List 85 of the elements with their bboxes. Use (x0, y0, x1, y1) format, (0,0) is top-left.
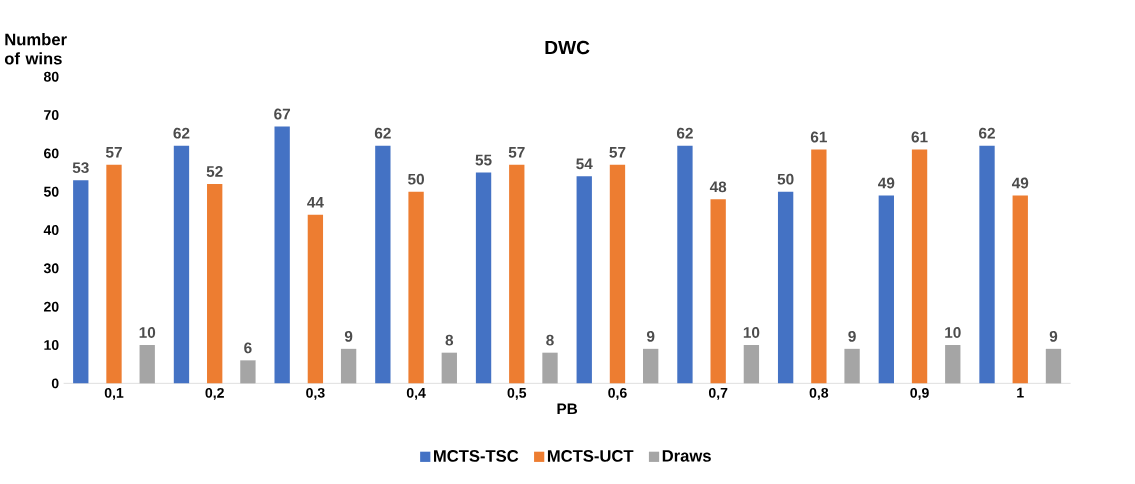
bar (139, 344, 155, 384)
data-label: 61 (911, 131, 928, 143)
bar (106, 164, 122, 384)
bar (677, 145, 693, 384)
x-tick-label: 1 (1017, 387, 1024, 398)
bar (274, 126, 290, 384)
x-tick-label: 0,4 (406, 387, 426, 400)
bar (777, 191, 794, 384)
bar (509, 164, 525, 384)
y-tick-label: 10 (44, 339, 59, 350)
data-label: 52 (206, 165, 223, 177)
y-tick-label: 50 (43, 186, 59, 197)
x-tick-label: 0,6 (608, 387, 627, 400)
bar (945, 344, 961, 384)
bar (240, 360, 256, 384)
data-label: 9 (1049, 330, 1058, 342)
bar (1012, 195, 1028, 384)
bar (542, 352, 558, 384)
bar (73, 180, 89, 384)
data-label: 9 (646, 330, 655, 342)
y-tick-label: 20 (43, 301, 59, 312)
data-label: 8 (445, 334, 454, 346)
x-tick-label: 0,5 (507, 387, 527, 400)
data-label: 10 (743, 326, 760, 338)
bar (1045, 348, 1062, 384)
bar (643, 348, 659, 384)
data-label: 54 (576, 158, 593, 170)
data-label: 67 (274, 108, 291, 120)
data-label: 57 (508, 146, 525, 158)
x-tick-label: 0,7 (708, 387, 728, 400)
bar (878, 195, 894, 384)
chart-title: DWC (545, 40, 590, 55)
data-label: 50 (777, 173, 794, 185)
y-axis-title: Number of wins (4, 32, 67, 65)
y-tick-label: 80 (43, 71, 59, 82)
data-label: 57 (105, 146, 122, 158)
x-axis-title: PB (557, 403, 578, 414)
bar (710, 199, 726, 384)
x-tick-label: 0,3 (306, 387, 325, 400)
data-label: 48 (709, 181, 727, 193)
y-tick-label: 40 (43, 224, 59, 235)
bar (375, 145, 391, 384)
data-label: 62 (374, 127, 391, 139)
data-label: 50 (408, 173, 424, 185)
data-label: 61 (810, 131, 827, 143)
data-label: 10 (945, 326, 961, 338)
y-tick-label: 30 (43, 263, 59, 274)
bar (743, 344, 760, 384)
bar (576, 176, 592, 384)
data-label: 9 (848, 330, 856, 342)
bar (408, 191, 424, 384)
y-tick-label: 60 (44, 148, 59, 159)
data-label: 6 (244, 342, 252, 354)
legend-label: Draws (662, 450, 711, 462)
data-label: 62 (979, 127, 995, 139)
data-label: 44 (307, 196, 324, 208)
data-label: 49 (1011, 177, 1029, 189)
bar (609, 164, 626, 384)
legend-label: MCTS-TSC (434, 449, 519, 462)
y-tick-label: 70 (44, 109, 59, 120)
legend-label: MCTS-UCT (547, 449, 634, 462)
x-tick-label: 0,9 (910, 387, 929, 400)
bar (979, 145, 995, 384)
data-label: 62 (676, 127, 693, 139)
y-tick-label: 0 (51, 378, 59, 389)
bar (811, 149, 827, 384)
data-label: 57 (609, 146, 626, 158)
bar (340, 348, 357, 384)
bar (844, 348, 860, 384)
bar (441, 352, 457, 384)
x-tick-label: 0,8 (809, 387, 829, 400)
data-label: 8 (546, 334, 554, 346)
bar (911, 149, 928, 384)
data-label: 49 (878, 177, 895, 189)
data-label: 53 (72, 162, 89, 173)
bar (307, 214, 324, 384)
bar (173, 145, 190, 384)
bar (475, 172, 492, 384)
x-tick-label: 0,1 (104, 387, 124, 400)
data-label: 62 (173, 127, 190, 139)
data-label: 9 (344, 330, 353, 342)
bar (207, 183, 223, 384)
data-label: 55 (475, 154, 492, 166)
x-tick-label: 0,2 (205, 387, 224, 400)
data-label: 10 (139, 326, 156, 338)
